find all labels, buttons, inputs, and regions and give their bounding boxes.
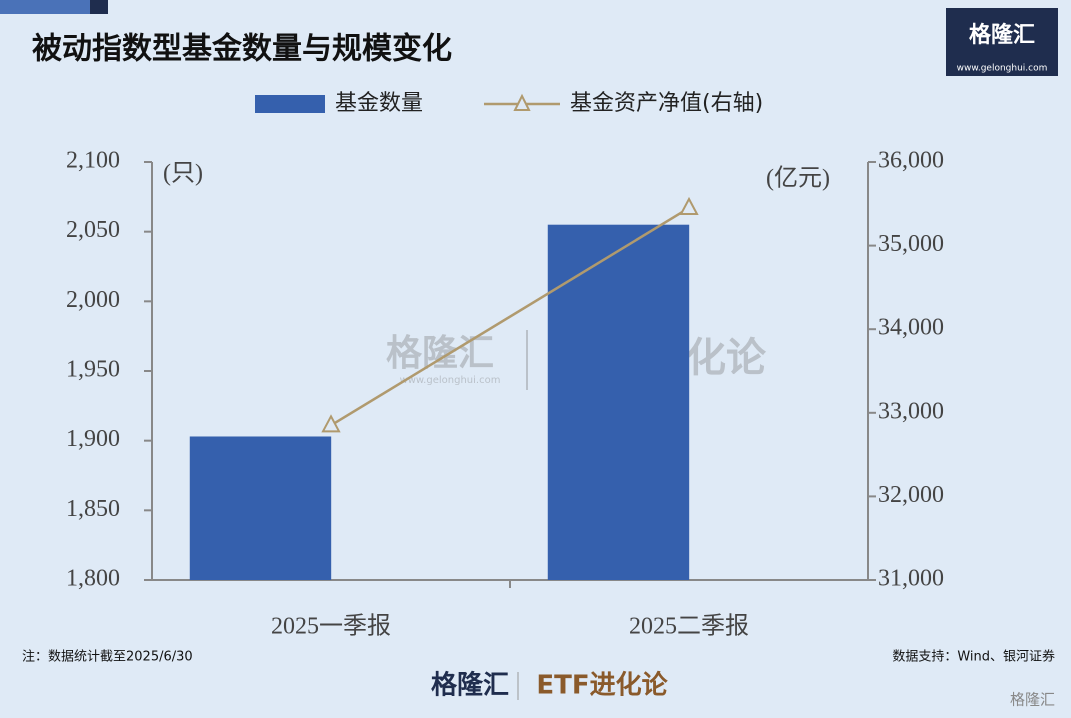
footer-name: 格隆汇 bbox=[431, 670, 509, 701]
y-axis-unit: (只) bbox=[163, 161, 203, 187]
line-marker bbox=[321, 414, 341, 433]
logo-box bbox=[946, 8, 1058, 76]
watermark-url: www.gelonghui.com bbox=[400, 375, 501, 386]
y2-tick-label: 32,000 bbox=[878, 482, 944, 508]
y-tick-label: 2,000 bbox=[66, 287, 120, 313]
line-marker bbox=[679, 196, 699, 215]
corner-bar bbox=[0, 0, 90, 14]
x-tick-label: 2025一季报 bbox=[271, 613, 391, 640]
y-tick-label: 1,800 bbox=[66, 566, 120, 592]
y-tick-label: 1,950 bbox=[66, 357, 120, 383]
legend-marker bbox=[513, 93, 531, 111]
logo-url: www.gelonghui.com bbox=[957, 64, 1048, 74]
y2-axis-unit: (亿元) bbox=[766, 165, 830, 192]
corner-mark: 格隆汇 bbox=[1010, 691, 1055, 709]
line bbox=[330, 206, 690, 427]
y2-tick-label: 35,000 bbox=[878, 231, 944, 257]
y2-tick-label: 34,000 bbox=[878, 315, 944, 341]
legend-swatch bbox=[255, 95, 325, 113]
y2-tick-label: 36,000 bbox=[878, 148, 944, 174]
x-tick-label: 2025二季报 bbox=[629, 613, 749, 640]
y2-tick-label: 31,000 bbox=[878, 566, 944, 592]
source: 数据支持：Wind、银河证券 bbox=[892, 649, 1055, 665]
footer-brand: ETF进化论 bbox=[536, 671, 668, 701]
y-tick-label: 1,850 bbox=[66, 496, 120, 522]
watermark-name: 格隆汇 bbox=[386, 333, 494, 374]
y-tick-label: 1,900 bbox=[66, 426, 120, 452]
logo-name: 格隆汇 bbox=[969, 22, 1035, 48]
legend-label: 基金资产净值(右轴) bbox=[570, 91, 763, 116]
legend-label: 基金数量 bbox=[335, 91, 423, 116]
bar bbox=[189, 436, 332, 580]
bar bbox=[547, 224, 690, 580]
chart-title: 被动指数型基金数量与规模变化 bbox=[32, 32, 452, 67]
y-tick-label: 2,100 bbox=[66, 148, 120, 174]
corner-bar bbox=[90, 0, 108, 14]
y-tick-label: 2,050 bbox=[66, 217, 120, 243]
note: 注：数据统计截至2025/6/30 bbox=[22, 650, 193, 665]
y2-tick-label: 33,000 bbox=[878, 398, 944, 424]
